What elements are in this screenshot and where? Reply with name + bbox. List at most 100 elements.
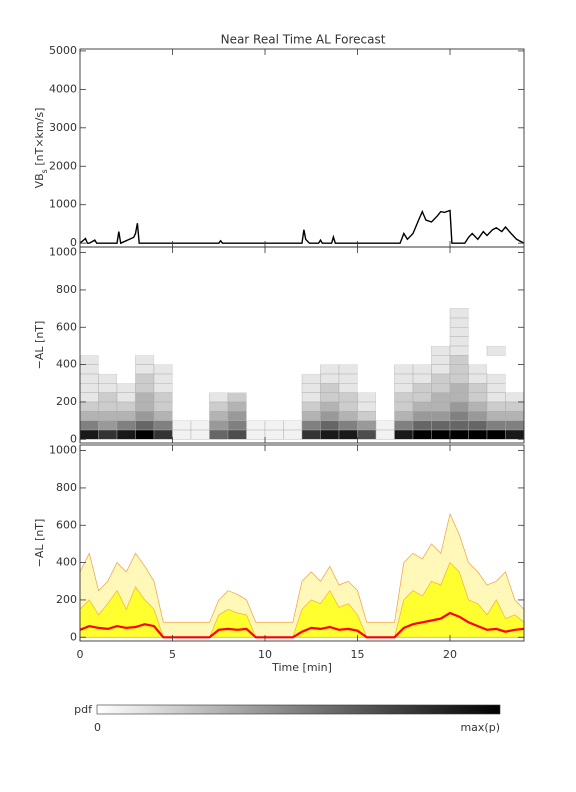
pdf-cell (505, 401, 525, 412)
pdf-cell (412, 411, 432, 421)
pdf-cell (283, 345, 302, 356)
pdf-cell (209, 401, 229, 412)
pdf-cell (209, 392, 229, 403)
pdf-cell (191, 327, 210, 337)
pdf-cell (320, 373, 340, 384)
pdf-cell (172, 336, 191, 346)
pdf-cell (302, 355, 321, 365)
pdf-cell (172, 355, 191, 365)
pdf-cell (413, 327, 432, 337)
panel (79, 308, 525, 440)
pdf-cell (394, 308, 413, 318)
pdf-cell (265, 373, 284, 384)
pdf-cell (117, 355, 136, 365)
pdf-cell (228, 336, 247, 346)
pdf-cell (357, 345, 376, 356)
pdf-cell (339, 355, 358, 365)
pdf-cell (246, 308, 265, 318)
pdf-cell (357, 411, 377, 421)
pdf-cell (209, 308, 228, 318)
panel (79, 513, 525, 639)
pdf-cell (135, 308, 154, 318)
pdf-cell (246, 392, 265, 402)
y-axis-label-unit: [nT×km/s] (33, 108, 46, 170)
pdf-cell (505, 317, 524, 328)
pdf-cell (320, 429, 340, 440)
pdf-cell (301, 411, 321, 421)
pdf-cell (302, 364, 321, 374)
pdf-cell (228, 355, 247, 365)
pdf-cell (191, 308, 210, 318)
pdf-cell (227, 401, 247, 412)
pdf-cell (468, 373, 488, 384)
pdf-cell (357, 429, 377, 440)
colorbar (96, 704, 501, 715)
pdf-cell (190, 429, 210, 440)
pdf-cell (246, 383, 265, 393)
pdf-cell (431, 411, 451, 421)
pdf-cell (209, 429, 229, 440)
pdf-cell (283, 383, 302, 393)
pdf-cell (394, 401, 414, 412)
pdf-cell (376, 308, 395, 318)
pdf-cell (412, 429, 432, 440)
pdf-cell (191, 383, 210, 393)
pdf-cell (376, 392, 395, 402)
pdf-cell (320, 420, 340, 431)
pdf-cell (431, 373, 451, 384)
pdf-cell (505, 392, 525, 403)
pdf-cell (357, 392, 377, 403)
colorbar-min: 0 (94, 721, 101, 734)
x-tick-label: 15 (351, 648, 365, 661)
pdf-cell (357, 336, 376, 346)
y-axis-label-main: −AL [nT] (33, 519, 46, 568)
pdf-cell (449, 411, 469, 421)
pdf-cell (246, 364, 265, 374)
pdf-cell (283, 317, 302, 328)
pdf-cell (283, 336, 302, 346)
pdf-cell (98, 429, 118, 440)
pdf-cell (431, 327, 450, 337)
pdf-cell (431, 429, 451, 440)
pdf-cell (209, 336, 228, 346)
pdf-cell (505, 308, 524, 318)
pdf-cell (449, 317, 469, 328)
pdf-cell (431, 392, 451, 403)
y-tick-label: 200 (56, 593, 77, 606)
pdf-cell (80, 308, 99, 318)
pdf-cell (301, 420, 321, 431)
vbs-line (79, 209, 525, 245)
pdf-cell (116, 411, 136, 421)
pdf-cell (283, 420, 303, 431)
pdf-cell (376, 355, 395, 365)
median-line (79, 611, 525, 639)
pdf-cell (135, 411, 155, 421)
pdf-cell (431, 308, 450, 318)
pdf-cell (98, 383, 118, 393)
pdf-cell (357, 420, 377, 431)
pdf-cell (135, 429, 155, 440)
pdf-cell (154, 317, 173, 328)
pdf-cell (320, 308, 339, 318)
pdf-cell (431, 345, 451, 356)
pdf-cell (486, 383, 506, 393)
pdf-cell (338, 392, 358, 403)
pdf-cell (265, 317, 284, 328)
pdf-cell (228, 373, 247, 384)
pdf-cell (412, 420, 432, 431)
pdf-cell (209, 420, 229, 431)
pdf-cell (468, 411, 488, 421)
pdf-cell (376, 401, 395, 412)
pdf-cell (320, 364, 340, 375)
pdf-cell (228, 308, 247, 318)
pdf-cell (505, 345, 524, 356)
pdf-cell (320, 345, 339, 356)
pdf-cell (412, 373, 432, 384)
pdf-cell (265, 355, 284, 365)
y-tick-label: 3000 (49, 121, 77, 134)
plot-frame (79, 246, 525, 444)
pdf-cell (376, 373, 395, 384)
pdf-cell (135, 355, 155, 365)
pdf-cell (172, 345, 191, 356)
pdf-cell (246, 429, 266, 440)
